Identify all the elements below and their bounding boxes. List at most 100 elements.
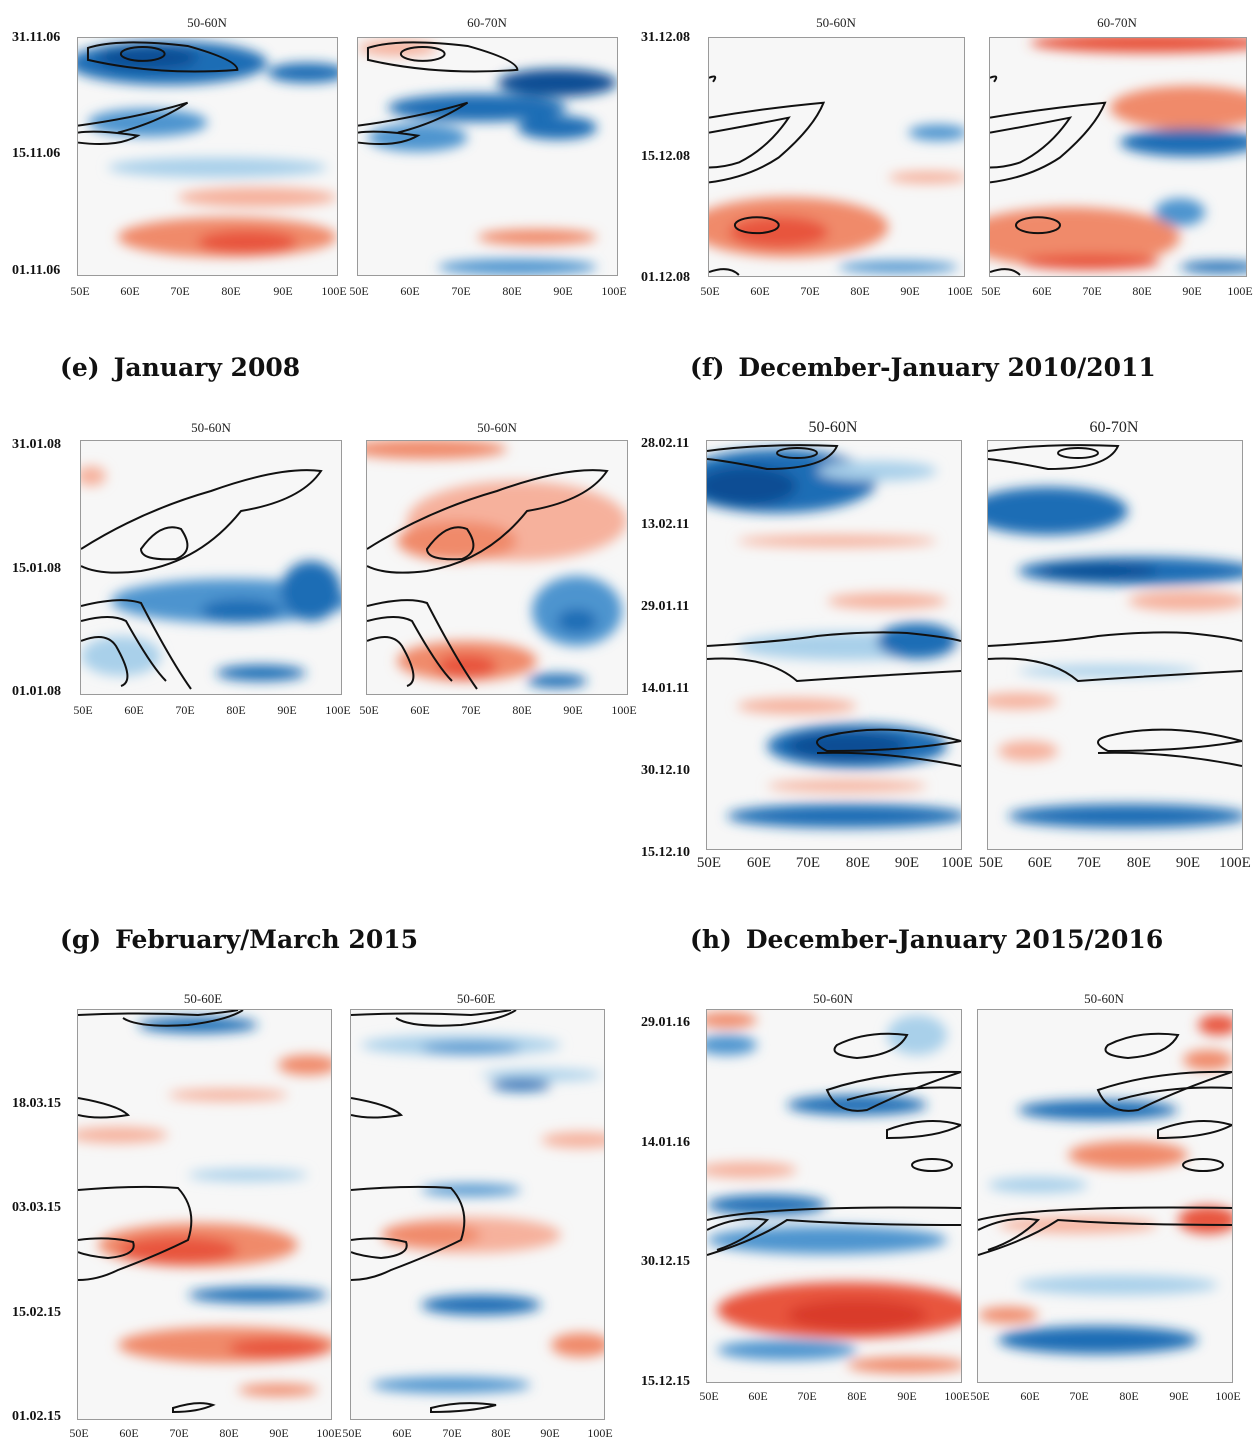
date-label: 13.02.11 [641, 517, 690, 532]
x-tick: 70E [795, 855, 821, 871]
hovmoller-panel [708, 37, 965, 277]
panel-title: 50-60N [477, 420, 517, 435]
x-tick: 50E [69, 1426, 89, 1440]
x-tick: 100E [587, 1426, 613, 1440]
x-tick: 70E [800, 284, 820, 298]
x-tick: 90E [1175, 855, 1201, 871]
x-tick: 100E [1219, 855, 1251, 871]
x-tick: 100E [316, 1426, 342, 1440]
x-tick: 80E [1119, 1389, 1139, 1403]
date-label: 01.11.06 [12, 263, 61, 278]
panel-title: 50-60N [187, 15, 227, 30]
x-tick: 60E [1020, 1389, 1040, 1403]
panel-title: 50-60N [816, 15, 856, 30]
x-tick: 70E [451, 284, 471, 298]
x-tick: 50E [700, 284, 720, 298]
date-label: 15.12.15 [641, 1374, 690, 1389]
x-tick: 100E [321, 284, 347, 298]
date-label: 01.01.08 [12, 684, 61, 699]
date-label: 15.12.08 [641, 149, 690, 164]
x-tick: 90E [540, 1426, 560, 1440]
date-label: 30.12.15 [641, 1254, 690, 1269]
x-tick: 80E [226, 703, 246, 717]
date-label: 31.01.08 [12, 437, 61, 452]
x-tick: 80E [491, 1426, 511, 1440]
date-label: 03.03.15 [12, 1200, 61, 1215]
panel-title: 50-60E [456, 991, 496, 1006]
x-tick: 90E [269, 1426, 289, 1440]
x-tick: 80E [512, 703, 532, 717]
date-label: 01.12.08 [641, 270, 690, 285]
hovmoller-panel [987, 440, 1243, 850]
x-tick: 100E [325, 703, 351, 717]
x-tick: 90E [900, 284, 920, 298]
figure-caption-f: (f) December-January 2010/2011 [690, 353, 1156, 382]
hovmoller-panel [977, 1009, 1233, 1383]
date-label: 18.03.15 [12, 1096, 61, 1111]
x-tick: 80E [221, 284, 241, 298]
x-tick: 90E [553, 284, 573, 298]
x-tick: 80E [219, 1426, 239, 1440]
date-label: 30.12.10 [641, 763, 690, 778]
hovmoller-panel [989, 37, 1247, 277]
x-tick: 80E [502, 284, 522, 298]
x-tick: 90E [277, 703, 297, 717]
x-tick: 60E [748, 1389, 768, 1403]
x-tick: 70E [1069, 1389, 1089, 1403]
x-tick: 50E [978, 855, 1004, 871]
panel-title: 50-60N [813, 991, 853, 1006]
hovmoller-panel [706, 1009, 962, 1383]
date-label: 28.02.11 [641, 436, 690, 451]
x-tick: 100E [611, 703, 637, 717]
x-tick: 60E [400, 284, 420, 298]
x-tick: 100E [944, 1389, 970, 1403]
panel-title: 50-60N [808, 419, 858, 436]
panel-title: 50-60N [191, 420, 231, 435]
x-tick: 60E [410, 703, 430, 717]
x-tick: 90E [897, 1389, 917, 1403]
x-tick: 70E [1076, 855, 1102, 871]
date-label: 29.01.11 [641, 599, 690, 614]
x-tick: 50E [70, 284, 90, 298]
hovmoller-panel [366, 440, 628, 695]
x-tick: 80E [1132, 284, 1152, 298]
x-tick: 70E [1082, 284, 1102, 298]
x-tick: 50E [699, 1389, 719, 1403]
x-tick: 50E [359, 703, 379, 717]
date-label: 14.01.11 [641, 681, 690, 696]
x-tick: 50E [696, 855, 722, 871]
date-label: 15.02.15 [12, 1305, 61, 1320]
date-label: 15.12.10 [641, 845, 690, 860]
x-tick: 60E [1032, 284, 1052, 298]
x-tick: 50E [73, 703, 93, 717]
x-tick: 50E [970, 1389, 990, 1403]
figure-caption-g: (g) February/March 2015 [60, 925, 419, 954]
x-tick: 80E [847, 1389, 867, 1403]
panel-title: 50-60E [183, 991, 223, 1006]
date-label: 15.01.08 [12, 561, 61, 576]
x-tick: 80E [850, 284, 870, 298]
x-tick: 90E [273, 284, 293, 298]
hovmoller-panel [357, 37, 618, 276]
x-tick: 100E [1227, 284, 1253, 298]
hovmoller-panel [80, 440, 342, 695]
date-label: 29.01.16 [641, 1015, 690, 1030]
figure-caption-h: (h) December-January 2015/2016 [690, 925, 1164, 954]
x-tick: 70E [169, 1426, 189, 1440]
x-tick: 60E [120, 284, 140, 298]
date-label: 01.02.15 [12, 1409, 61, 1424]
panel-title: 60-70N [1097, 15, 1137, 30]
x-tick: 90E [894, 855, 920, 871]
x-tick: 70E [170, 284, 190, 298]
x-tick: 60E [746, 855, 772, 871]
x-tick: 60E [1027, 855, 1053, 871]
hovmoller-panel [77, 1009, 332, 1420]
x-tick: 60E [119, 1426, 139, 1440]
hovmoller-panel [350, 1009, 605, 1420]
date-label: 14.01.16 [641, 1135, 690, 1150]
x-tick: 50E [342, 1426, 362, 1440]
panel-title: 60-70N [467, 15, 507, 30]
x-tick: 60E [392, 1426, 412, 1440]
x-tick: 80E [1126, 855, 1152, 871]
hovmoller-panel [77, 37, 338, 276]
